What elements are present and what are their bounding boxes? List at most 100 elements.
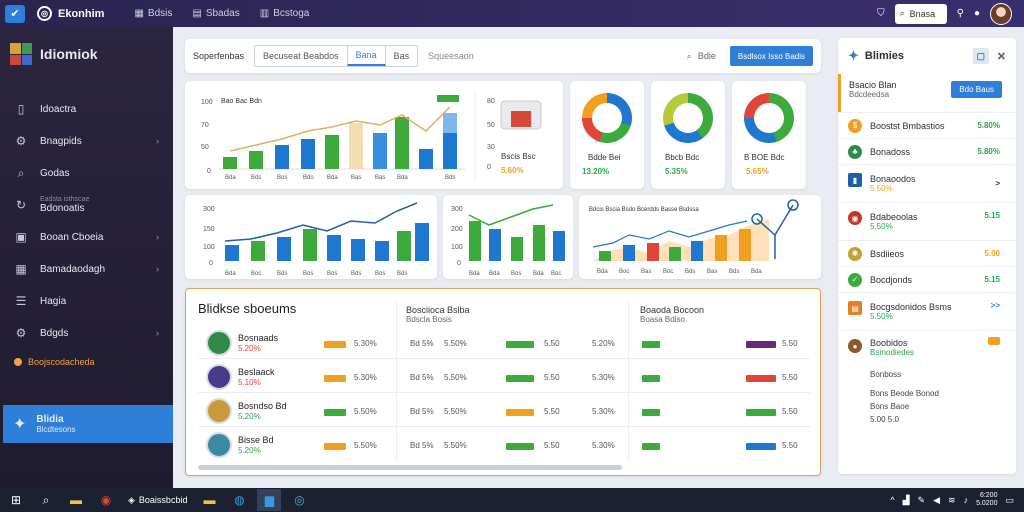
footer-line: Bons Baoe (870, 402, 910, 411)
list-item[interactable]: ✓ Bocdjonds 5.15 (838, 266, 1016, 292)
sidebar-item[interactable]: ▯ Idoactra (0, 93, 173, 125)
status-pill (746, 409, 776, 416)
brand[interactable]: ◎ Ekonhim (37, 6, 104, 21)
area-chart: Bdcis Bscia Bsdo Bcerdds Basse Bsdssa Bd… (589, 199, 799, 275)
list-item[interactable]: ◉ Bdabeoolas 5.50% 5.15 (838, 202, 1016, 240)
row-value: Bd 5% (410, 407, 434, 416)
close-icon[interactable]: ✕ (996, 50, 1006, 63)
table-row[interactable]: Beslaack 5.10% 5.30% Bd 5% 5.50% 5.50 5.… (198, 361, 810, 393)
sidebar-item[interactable]: ▣ Booan Cboeia › (0, 221, 173, 253)
sidebar-item-label: Booan Cboeia (40, 231, 104, 243)
expand-icon[interactable]: ▢ (972, 48, 989, 64)
sidebar-highlight[interactable]: Boojscodacheda (0, 349, 173, 375)
list-item[interactable]: ● Boobidos Bsmodiedes (838, 330, 1016, 364)
sidebar-active-sub: Blcdtesons (36, 425, 76, 434)
filter-extra[interactable]: Squeesaon (428, 51, 474, 61)
chevron-double-right-icon[interactable]: >> (990, 301, 1000, 310)
start-icon[interactable]: ⊞ (10, 493, 22, 507)
sidebar-item[interactable]: ↻ Eadsta isthscae Bdonoatis (0, 189, 173, 221)
list-item[interactable]: $ Boostst Bmbastios 5.80% (838, 112, 1016, 138)
top-menu-item[interactable]: ▥ Bcstoga (260, 8, 310, 19)
sidebar-item[interactable]: ⚙ Bdgds › (0, 317, 173, 349)
files-icon[interactable]: ▬ (203, 493, 216, 507)
list-item[interactable]: ▤ Bocgsdonidos Bsms 5.50% >> (838, 292, 1016, 330)
document-icon: ▯ (17, 102, 25, 116)
filter-tab[interactable]: Becuseat Beabdos (263, 51, 339, 61)
top-search-button[interactable]: ⌕ Bnasa (894, 3, 947, 24)
chevron-up-icon[interactable]: ^ (890, 495, 895, 505)
table-row[interactable]: Bosndso Bd 5.20% 5.50% Bd 5% 5.50% 5.50 … (198, 395, 810, 427)
filter-search[interactable]: ⌕ Bdie (687, 51, 716, 62)
wifi-icon[interactable]: ≋ (948, 494, 956, 505)
bar (647, 243, 659, 261)
x-tick: Boc (251, 271, 261, 277)
bar-chart-2: 300 200 100 0 Bda Bda Bos Bda Boc (451, 204, 565, 277)
calendar-icon: ▦ (15, 262, 27, 276)
status-pill (642, 375, 660, 382)
bar (415, 223, 429, 261)
donut-value: 5.65% (746, 167, 769, 176)
sidebar-item-active[interactable]: ✦ Blidia Blcdtesons (3, 405, 173, 443)
top-menu-item[interactable]: ▤ Sbadas (192, 8, 239, 19)
donut-label: Bdde Bei (588, 153, 621, 162)
sidebar-item[interactable]: ⚙ Bnagpids › (0, 125, 173, 157)
summary-label: Bscis Bsc (501, 152, 536, 161)
right-panel-button[interactable]: Bdo Baus (951, 81, 1002, 98)
pin-icon[interactable]: ⚲ (956, 8, 964, 19)
list-item-label: Bdabeoolas (870, 212, 918, 222)
filter-tab-active[interactable]: Bana (346, 46, 386, 66)
donut-card: Bdde Bei 13.20% (570, 81, 644, 189)
app-logo-icon[interactable]: ✔ (5, 4, 25, 23)
x-tick: Bds (445, 175, 455, 181)
table-row[interactable]: Bosnaads 5.20% 5.30% Bd 5% 5.50% 5.50 5.… (198, 327, 810, 359)
chevron-right-icon[interactable]: > (995, 179, 1000, 188)
sidebar-item[interactable]: ☰ Hagia (0, 285, 173, 317)
row-value: 5.30% (592, 441, 615, 450)
volume-icon[interactable]: ♪ (963, 495, 969, 505)
notification-icon[interactable]: ● (973, 8, 980, 19)
app-icon[interactable]: ◎ (294, 493, 305, 507)
network-icon[interactable]: ▟ (902, 494, 910, 505)
gear-icon: ⚙ (15, 134, 27, 148)
row-sub: 5.20% (238, 446, 261, 455)
horizontal-scrollbar[interactable] (198, 465, 622, 470)
sidebar-item[interactable]: ▦ Bamadaodagh › (0, 253, 173, 285)
notification-icon[interactable]: ▭ (1005, 494, 1014, 505)
row-value: 5.50 (544, 441, 560, 450)
list-item[interactable]: ✱ Bsdiieos 5.00 (838, 240, 1016, 266)
search-icon[interactable]: ⌕ (42, 492, 50, 507)
filter-tab[interactable]: Bas (393, 51, 410, 61)
taskbar-app[interactable]: ◈ Boaissbcbid (124, 489, 191, 511)
top-menu-item[interactable]: ▦ Bdsis (134, 8, 172, 19)
browser-icon[interactable]: ◉ (100, 493, 112, 507)
folder-icon[interactable]: ▬ (70, 493, 82, 507)
avatar[interactable] (990, 2, 1012, 25)
legend-swatch (437, 95, 459, 102)
clock[interactable]: 6:200 5.0200 (976, 492, 997, 508)
bar (397, 231, 411, 261)
row-sub: 5.10% (238, 378, 261, 387)
x-tick: Bds (685, 269, 695, 275)
list-item[interactable]: ♣ Bonadoss 5.80% (838, 138, 1016, 164)
sidebar-active-title: Blidia (36, 414, 64, 425)
combo-chart: 300 150 100 0 Bda Boc Bds Bos Bos Bds Bo… (203, 202, 429, 277)
globe-icon[interactable]: ◍ (234, 493, 245, 507)
row-value: 5.50% (354, 441, 377, 450)
status-pill (642, 409, 660, 416)
pen-icon[interactable]: ✎ (917, 494, 926, 505)
trend-line (229, 106, 451, 152)
list-item-sub: 5.50% (870, 184, 893, 193)
shield-icon[interactable]: ⛉ (877, 8, 885, 19)
primary-button[interactable]: Bsdlsox Isso Badis (729, 46, 813, 66)
window-icon[interactable]: ▆ (257, 489, 282, 511)
chart-title: Bao Bac Bdn (221, 98, 262, 105)
speaker-icon[interactable]: ◀ (933, 494, 941, 505)
sidebar-item[interactable]: ⌕ Godas (0, 157, 173, 189)
status-pill (324, 375, 346, 382)
axis-tick: 80 (487, 98, 495, 105)
list-item[interactable]: ▮ Bonaoodos 5.50% > (838, 164, 1016, 202)
row-value: 5.50 (544, 407, 560, 416)
table-row[interactable]: Bisse Bd 5.20% 5.50% Bd 5% 5.50% 5.50 5.… (198, 429, 810, 461)
sidebar-item-label: Idoactra (40, 103, 77, 115)
x-tick: Bds (251, 175, 261, 181)
